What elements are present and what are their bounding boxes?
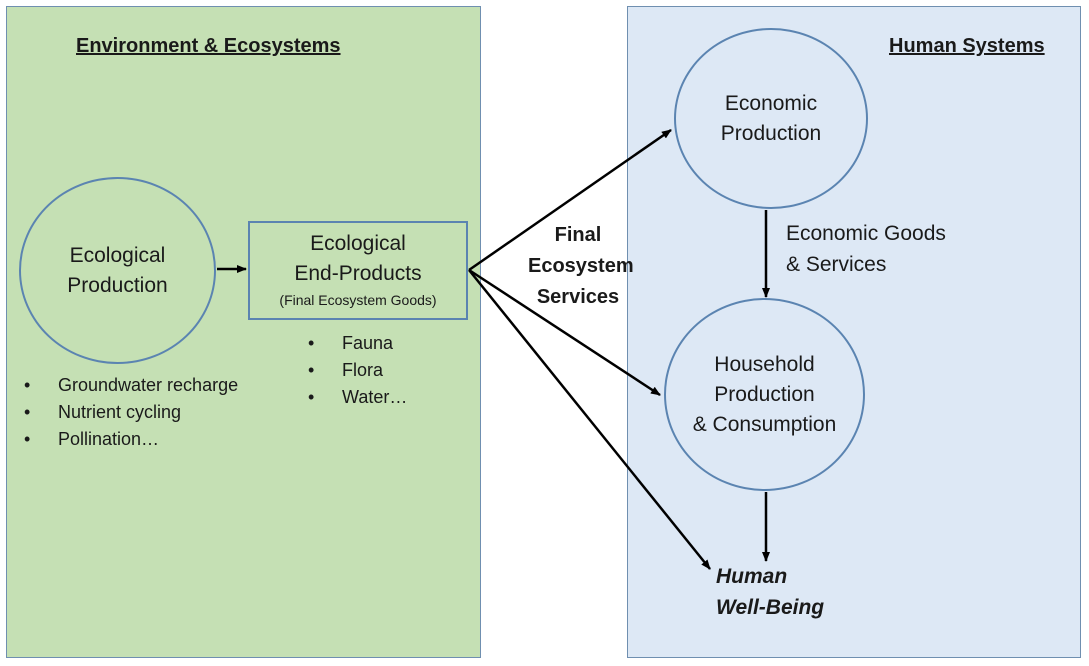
household-label: Household Production & Consumption [692,352,837,436]
economic-production-node: Economic Production [674,28,868,209]
list-item: Pollination… [22,426,238,453]
list-item: Nutrient cycling [22,399,238,426]
human-well-being-node: Human Well-Being [716,565,825,619]
ecological-end-products-label: Ecological End-Products [294,232,422,285]
list-item: Flora [306,357,407,384]
ecological-end-products-node: Ecological End-Products (Final Ecosystem… [248,221,468,320]
list-item: Groundwater recharge [22,372,238,399]
final-ecosystem-services-label: Final Ecosystem Services [528,224,634,308]
ecological-end-products-sublabel: (Final Ecosystem Goods) [279,292,437,308]
ecological-production-examples: Groundwater recharge Nutrient cycling Po… [22,372,238,453]
human-systems-panel-title: Human Systems [889,35,1045,57]
list-item: Water… [306,384,407,411]
end-product-examples: Fauna Flora Water… [306,330,407,411]
list-item: Fauna [306,330,407,357]
household-node: Household Production & Consumption [664,298,865,491]
environment-panel-title: Environment & Ecosystems [76,35,341,57]
ecological-production-node: Ecological Production [19,177,216,364]
ecological-production-label: Ecological Production [67,243,168,297]
economic-production-label: Economic Production [720,91,822,145]
economic-goods-services-label: Economic Goods & Services [786,222,946,276]
